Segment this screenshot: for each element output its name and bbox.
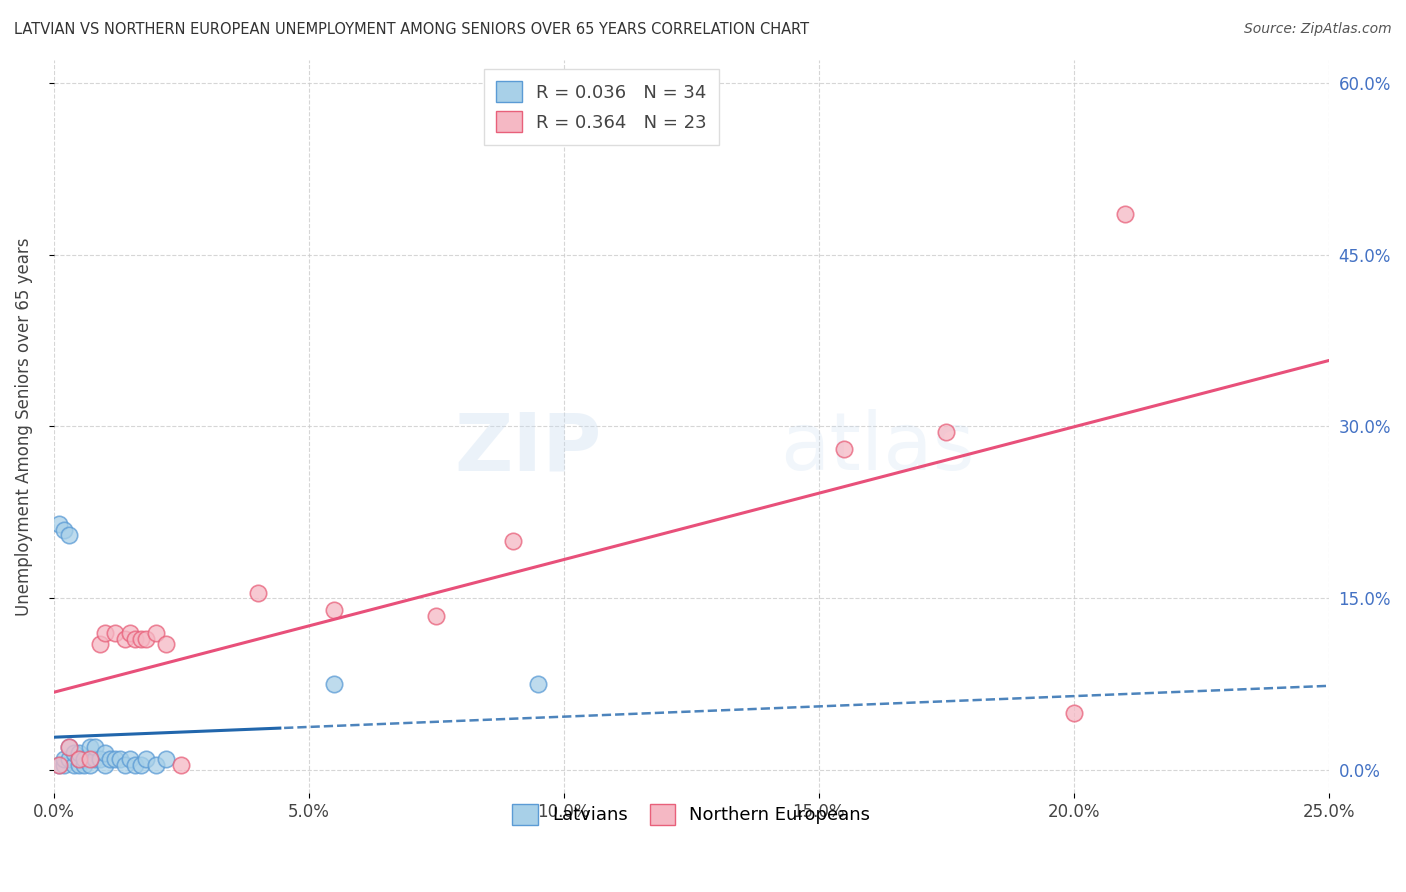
Point [79, 757, 101, 772]
Point [89, 752, 111, 766]
Point [67, 752, 90, 766]
Point [135, 752, 157, 766]
Point [124, 757, 146, 772]
Point [58, 752, 80, 766]
Point [120, 752, 142, 766]
Point [63, 757, 86, 772]
Point [48, 757, 70, 772]
Point [1063, 706, 1085, 720]
Text: Source: ZipAtlas.com: Source: ZipAtlas.com [1244, 22, 1392, 37]
Point [79, 752, 101, 766]
Point [155, 637, 177, 651]
Point [104, 752, 127, 766]
Point [89, 637, 111, 651]
Point [83, 740, 105, 755]
Point [58, 528, 80, 542]
Point [63, 746, 86, 760]
Point [79, 740, 101, 755]
Point [53, 752, 76, 766]
Point [124, 632, 146, 646]
Point [323, 677, 346, 691]
Point [1114, 207, 1136, 221]
Point [67, 746, 90, 760]
Point [83, 752, 105, 766]
Point [527, 677, 550, 691]
Point [53, 757, 76, 772]
Point [145, 625, 167, 640]
Point [155, 752, 177, 766]
Point [67, 757, 90, 772]
Point [67, 752, 90, 766]
Text: ZIP: ZIP [454, 409, 602, 488]
Point [108, 752, 131, 766]
Point [129, 757, 152, 772]
Point [135, 632, 157, 646]
Point [145, 757, 167, 772]
Text: LATVIAN VS NORTHERN EUROPEAN UNEMPLOYMENT AMONG SENIORS OVER 65 YEARS CORRELATIO: LATVIAN VS NORTHERN EUROPEAN UNEMPLOYMEN… [14, 22, 810, 37]
Point [114, 632, 136, 646]
Point [58, 740, 80, 755]
Point [425, 608, 447, 623]
Point [73, 757, 96, 772]
Point [170, 757, 193, 772]
Point [832, 442, 855, 457]
Point [935, 425, 957, 440]
Point [129, 632, 152, 646]
Point [48, 516, 70, 531]
Point [58, 740, 80, 755]
Point [246, 585, 269, 599]
Point [502, 534, 524, 549]
Point [73, 752, 96, 766]
Point [94, 625, 117, 640]
Point [94, 757, 117, 772]
Point [104, 625, 127, 640]
Point [98, 752, 121, 766]
Point [48, 757, 70, 772]
Legend: Latvians, Northern Europeans: Latvians, Northern Europeans [502, 793, 882, 836]
Point [120, 625, 142, 640]
Point [94, 746, 117, 760]
Point [114, 757, 136, 772]
Point [53, 523, 76, 537]
Y-axis label: Unemployment Among Seniors over 65 years: Unemployment Among Seniors over 65 years [15, 237, 32, 615]
Text: atlas: atlas [780, 409, 974, 488]
Point [323, 603, 346, 617]
